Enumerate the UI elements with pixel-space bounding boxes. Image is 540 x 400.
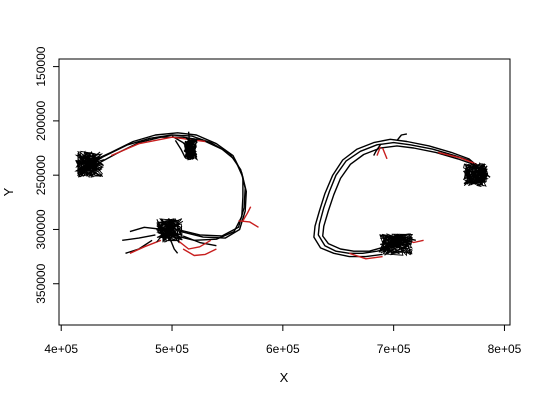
cluster-scribble bbox=[183, 138, 199, 161]
track-line bbox=[174, 140, 186, 159]
x-tick-label: 4e+05 bbox=[44, 342, 78, 356]
track-line bbox=[313, 138, 487, 258]
y-tick-label: 250000 bbox=[34, 155, 48, 195]
track-line bbox=[437, 151, 478, 165]
track-line bbox=[169, 237, 179, 254]
y-tick-label: 200000 bbox=[34, 101, 48, 141]
track-line bbox=[322, 145, 491, 252]
x-tick-label: 7e+05 bbox=[377, 342, 411, 356]
x-tick-label: 8e+05 bbox=[488, 342, 522, 356]
track-line bbox=[129, 239, 162, 254]
track-lines bbox=[80, 131, 491, 260]
y-tick-label: 350000 bbox=[34, 263, 48, 303]
cluster-scribbles bbox=[74, 138, 489, 257]
y-axis-title: Y bbox=[1, 187, 16, 196]
track-line bbox=[381, 147, 388, 160]
x-axis-title: X bbox=[280, 370, 289, 385]
track-line bbox=[80, 132, 248, 239]
y-axis-ticks: 150000 200000 250000 300000 350000 bbox=[34, 46, 59, 304]
cluster-scribble bbox=[74, 150, 105, 179]
track-line bbox=[129, 226, 164, 233]
track-line bbox=[317, 141, 489, 255]
y-tick-label: 300000 bbox=[34, 209, 48, 249]
track-line bbox=[376, 146, 382, 156]
track-line bbox=[238, 220, 259, 228]
track-line bbox=[182, 248, 217, 257]
track-line bbox=[122, 234, 156, 241]
cluster-scribble bbox=[378, 233, 414, 257]
x-tick-label: 6e+05 bbox=[266, 342, 300, 356]
track-line bbox=[177, 239, 212, 250]
track-line bbox=[242, 206, 252, 222]
track-line bbox=[373, 144, 381, 156]
track-line bbox=[182, 235, 217, 247]
cluster-scribble bbox=[462, 161, 489, 188]
cluster-scribble bbox=[156, 218, 184, 244]
track-line bbox=[349, 252, 383, 260]
x-axis-ticks: 4e+05 5e+05 6e+05 7e+05 8e+05 bbox=[44, 325, 522, 356]
x-tick-label: 5e+05 bbox=[155, 342, 189, 356]
y-tick-label: 150000 bbox=[34, 46, 48, 86]
track-line bbox=[396, 133, 408, 141]
